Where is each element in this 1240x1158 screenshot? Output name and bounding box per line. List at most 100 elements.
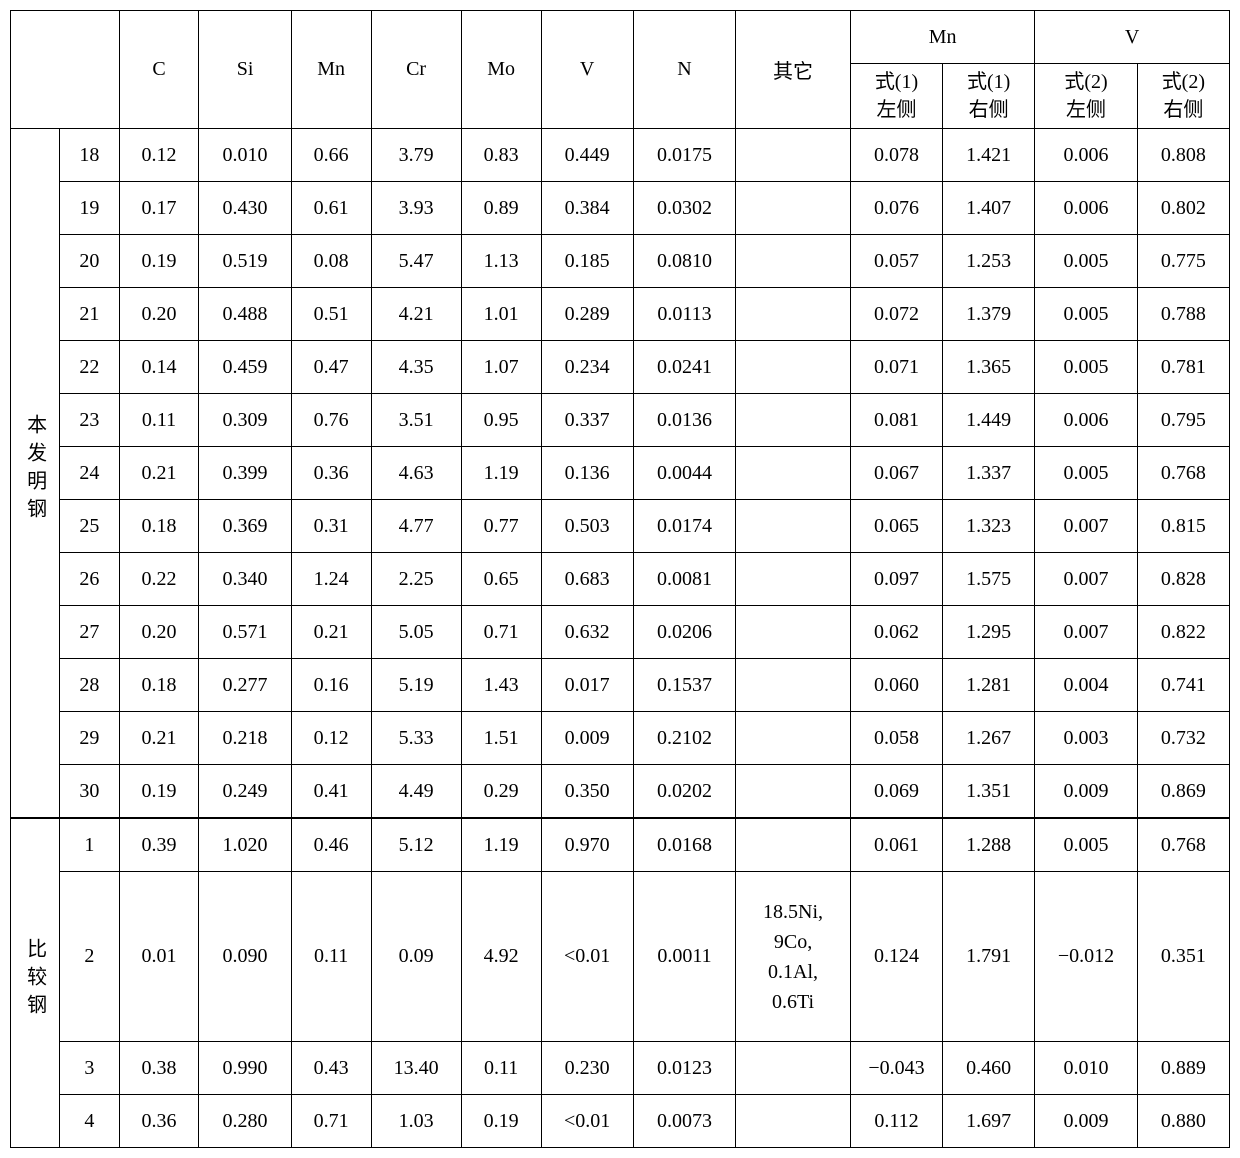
cell-mnR: 1.407 (943, 182, 1035, 235)
cell-Mn: 0.46 (291, 818, 371, 872)
cell-vL: 0.005 (1035, 235, 1137, 288)
cell-idx: 3 (60, 1042, 119, 1095)
table-row: 290.210.2180.125.331.510.0090.21020.0581… (11, 712, 1230, 765)
cell-N: 0.0044 (633, 447, 735, 500)
cell-mnL: 0.076 (850, 182, 942, 235)
cell-V: 0.230 (541, 1042, 633, 1095)
cell-mnL: 0.062 (850, 606, 942, 659)
table-row: 20.010.0900.110.094.92<0.010.001118.5Ni,… (11, 872, 1230, 1042)
cell-vR: 0.788 (1137, 288, 1229, 341)
cell-Si: 0.571 (199, 606, 291, 659)
cell-mnL: 0.069 (850, 765, 942, 819)
cell-C: 0.18 (119, 500, 199, 553)
header-group-mn: Mn (850, 11, 1034, 64)
cell-N: 0.0123 (633, 1042, 735, 1095)
cell-C: 0.22 (119, 553, 199, 606)
cell-Mn: 0.36 (291, 447, 371, 500)
header-mn-right-l2: 右侧 (943, 96, 1034, 124)
table-row: 250.180.3690.314.770.770.5030.01740.0651… (11, 500, 1230, 553)
cell-other (736, 235, 851, 288)
cell-Mo: 4.92 (461, 872, 541, 1042)
cell-Mo: 0.71 (461, 606, 541, 659)
cell-vR: 0.741 (1137, 659, 1229, 712)
header-mn-left: 式(1) 左侧 (850, 64, 942, 129)
cell-Cr: 5.19 (371, 659, 461, 712)
cell-mnL: 0.060 (850, 659, 942, 712)
cell-vL: 0.006 (1035, 394, 1137, 447)
cell-N: 0.0011 (633, 872, 735, 1042)
cell-C: 0.21 (119, 712, 199, 765)
cell-other (736, 1042, 851, 1095)
cell-V: 0.350 (541, 765, 633, 819)
cell-mnL: 0.081 (850, 394, 942, 447)
cell-vL: 0.007 (1035, 553, 1137, 606)
cell-Mo: 0.95 (461, 394, 541, 447)
cell-V: 0.683 (541, 553, 633, 606)
cell-vL: 0.006 (1035, 182, 1137, 235)
header-blank (11, 11, 120, 129)
cell-V: <0.01 (541, 872, 633, 1042)
cell-N: 0.0241 (633, 341, 735, 394)
cell-other (736, 129, 851, 182)
cell-idx: 22 (60, 341, 119, 394)
cell-vR: 0.768 (1137, 818, 1229, 872)
cell-V: 0.503 (541, 500, 633, 553)
cell-idx: 21 (60, 288, 119, 341)
cell-Cr: 3.79 (371, 129, 461, 182)
cell-C: 0.01 (119, 872, 199, 1042)
cell-vL: 0.005 (1035, 447, 1137, 500)
header-si: Si (199, 11, 291, 129)
header-other: 其它 (736, 11, 851, 129)
cell-Cr: 4.35 (371, 341, 461, 394)
cell-mnL: −0.043 (850, 1042, 942, 1095)
cell-Si: 0.309 (199, 394, 291, 447)
cell-Cr: 5.33 (371, 712, 461, 765)
cell-C: 0.21 (119, 447, 199, 500)
header-v-left-l2: 左侧 (1035, 96, 1136, 124)
cell-V: 0.009 (541, 712, 633, 765)
cell-Mn: 0.76 (291, 394, 371, 447)
cell-vR: 0.351 (1137, 872, 1229, 1042)
cell-N: 0.0113 (633, 288, 735, 341)
cell-mnR: 1.421 (943, 129, 1035, 182)
cell-V: <0.01 (541, 1095, 633, 1148)
table-row: 40.360.2800.711.030.19<0.010.00730.1121.… (11, 1095, 1230, 1148)
table-row: 210.200.4880.514.211.010.2890.01130.0721… (11, 288, 1230, 341)
cell-other (736, 288, 851, 341)
cell-mnR: 1.351 (943, 765, 1035, 819)
header-n: N (633, 11, 735, 129)
cell-Mo: 0.29 (461, 765, 541, 819)
cell-Si: 0.010 (199, 129, 291, 182)
cell-mnR: 1.337 (943, 447, 1035, 500)
cell-Mn: 0.61 (291, 182, 371, 235)
cell-mnL: 0.061 (850, 818, 942, 872)
cell-N: 0.0136 (633, 394, 735, 447)
cell-Mn: 0.47 (291, 341, 371, 394)
cell-mnL: 0.124 (850, 872, 942, 1042)
cell-Cr: 3.51 (371, 394, 461, 447)
cell-idx: 27 (60, 606, 119, 659)
composition-table: C Si Mn Cr Mo V N 其它 Mn V 式(1) 左侧 式(1) 右… (10, 10, 1230, 1148)
cell-N: 0.0810 (633, 235, 735, 288)
cell-vL: 0.005 (1035, 818, 1137, 872)
table-row: 30.380.9900.4313.400.110.2300.0123−0.043… (11, 1042, 1230, 1095)
cell-V: 0.449 (541, 129, 633, 182)
cell-vL: 0.009 (1035, 765, 1137, 819)
cell-mnR: 1.281 (943, 659, 1035, 712)
cell-idx: 25 (60, 500, 119, 553)
cell-Mo: 0.89 (461, 182, 541, 235)
cell-mnR: 1.267 (943, 712, 1035, 765)
cell-C: 0.20 (119, 288, 199, 341)
table-row: 260.220.3401.242.250.650.6830.00810.0971… (11, 553, 1230, 606)
group-label-text: 本发明钢 (21, 414, 50, 526)
cell-Mn: 0.16 (291, 659, 371, 712)
cell-vL: 0.003 (1035, 712, 1137, 765)
cell-Mn: 0.08 (291, 235, 371, 288)
cell-other (736, 553, 851, 606)
cell-mnL: 0.067 (850, 447, 942, 500)
cell-mnR: 1.449 (943, 394, 1035, 447)
cell-mnR: 1.575 (943, 553, 1035, 606)
cell-C: 0.38 (119, 1042, 199, 1095)
group-label-text: 比较钢 (21, 938, 50, 1022)
table-row: 240.210.3990.364.631.190.1360.00440.0671… (11, 447, 1230, 500)
